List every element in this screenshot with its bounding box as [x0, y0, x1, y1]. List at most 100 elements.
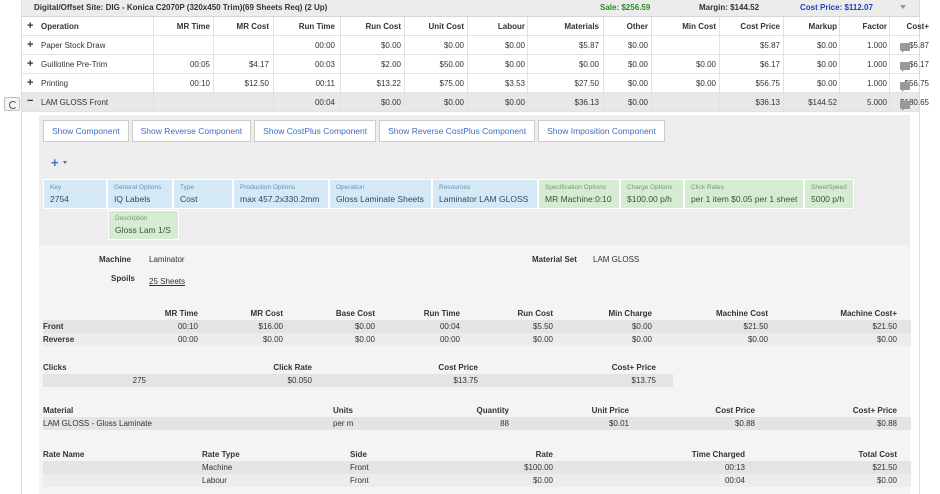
table-row: Machine Front $100.00 00:13 $21.50: [43, 461, 911, 474]
job-cost-panel: Digital/Offset Site: DIG - Konica C2070P…: [21, 0, 929, 494]
collapse-icon[interactable]: −: [27, 95, 34, 107]
column-divider: [527, 17, 528, 112]
options-strip: Key 2754 General Options IQ Labels Type …: [43, 179, 854, 209]
margin-total: Margin: $144.52: [699, 3, 760, 12]
col-header: Unit Price: [591, 406, 629, 415]
cell: $21.50: [743, 322, 768, 331]
spoils-value[interactable]: 25 Sheets: [149, 277, 186, 286]
machine-label: Machine: [99, 255, 132, 264]
option-label: SheetSpeed: [811, 184, 847, 191]
column-divider: [153, 17, 154, 112]
material-set-value: LAM GLOSS: [593, 255, 640, 264]
col-cost-plus: Cost+: [906, 22, 929, 31]
expand-icon[interactable]: +: [27, 58, 34, 70]
machine-value: Laminator: [149, 255, 185, 264]
option-key[interactable]: Key 2754: [43, 179, 107, 209]
col-header: Rate: [535, 450, 553, 459]
component-toolbar: Show Component Show Reverse Component Sh…: [43, 120, 665, 142]
chevron-down-icon[interactable]: [900, 5, 906, 9]
comment-icon[interactable]: [900, 101, 910, 111]
column-divider: [340, 17, 341, 112]
option-general[interactable]: General Options IQ Labels: [107, 179, 173, 209]
column-divider: [213, 17, 214, 112]
option-value: Gloss Laminate Sheets: [336, 194, 424, 204]
col-header: Total Cost: [858, 450, 897, 459]
run-cost: $0.00: [380, 41, 401, 50]
cost-price: $5.87: [759, 41, 780, 50]
column-divider: [889, 17, 890, 112]
option-resources[interactable]: Resources Laminator LAM GLOSS: [432, 179, 538, 209]
expand-all-icon[interactable]: +: [27, 20, 34, 32]
site-title: Digital/Offset Site: DIG - Konica C2070P…: [34, 3, 328, 12]
show-reverse-component-button[interactable]: Show Reverse Component: [131, 120, 252, 142]
mr-cost: $4.17: [248, 60, 269, 69]
option-operation[interactable]: Operation Gloss Laminate Sheets: [329, 179, 432, 209]
option-value: per 1 item $0.05 per 1 sheet: [691, 194, 798, 204]
cell: $0.00: [532, 335, 553, 344]
col-markup: Markup: [808, 22, 837, 31]
cell: $0.01: [608, 419, 629, 428]
show-component-button[interactable]: Show Component: [43, 120, 129, 142]
cell: $0.050: [287, 376, 312, 385]
operation-row[interactable]: + Guillotine Pre-Trim 00:05 $4.17 00:03 …: [22, 55, 929, 74]
option-charge[interactable]: Charge Options $100.00 p/h: [620, 179, 684, 209]
table-row: 275 $0.050 $13.75 $13.75: [43, 374, 673, 387]
operation-row[interactable]: + Paper Stock Draw 00:00 $0.00 $0.00 $0.…: [22, 36, 929, 55]
col-header: Side: [350, 450, 367, 459]
unit-cost: $0.00: [443, 41, 464, 50]
cell: $13.75: [453, 376, 478, 385]
option-label: General Options: [114, 184, 162, 191]
expand-icon[interactable]: +: [27, 77, 34, 89]
cell: $0.00: [354, 335, 375, 344]
table-row: Front 00:10 $16.00 $0.00 00:04 $5.50 $0.…: [43, 320, 911, 333]
component-detail: Machine Laminator Material Set LAM GLOSS…: [39, 245, 911, 494]
column-divider: [839, 17, 840, 112]
col-operation: Operation: [41, 22, 79, 31]
option-description[interactable]: Description Gloss Lam 1/S: [108, 210, 179, 240]
option-value: 5000 p/h: [811, 194, 845, 204]
clicks-table-header: Clicks Click Rate Cost Price Cost+ Price: [43, 361, 911, 374]
option-production[interactable]: Production Options max 457.2x330.2mm: [233, 179, 329, 209]
option-specification[interactable]: Specification Options MR Machine:0:10: [538, 179, 620, 209]
col-header: Machine Cost+: [840, 309, 897, 318]
show-imposition-component-button[interactable]: Show Imposition Component: [538, 120, 665, 142]
cell: Labour: [202, 476, 227, 485]
comment-icon[interactable]: [900, 43, 910, 53]
chevron-down-icon[interactable]: [63, 161, 67, 164]
table-row: Reverse 00:00 $0.00 $0.00 00:00 $0.00 $0…: [43, 333, 911, 346]
cell: $0.00: [532, 476, 553, 485]
show-costplus-component-button[interactable]: Show CostPlus Component: [254, 120, 377, 142]
material-set-label: Material Set: [532, 255, 577, 264]
show-reverse-costplus-component-button[interactable]: Show Reverse CostPlus Component: [379, 120, 536, 142]
option-value: IQ Labels: [114, 194, 151, 204]
site-header-bar[interactable]: Digital/Offset Site: DIG - Konica C2070P…: [22, 0, 919, 17]
markup: $0.00: [816, 79, 837, 88]
option-sheet-speed[interactable]: SheetSpeed 5000 p/h: [804, 179, 854, 209]
spoils-label: Spoils: [111, 274, 136, 283]
col-header: Click Rate: [273, 363, 312, 372]
option-label: Charge Options: [627, 184, 673, 191]
unit-cost: $75.00: [439, 79, 464, 88]
refresh-icon[interactable]: [4, 97, 20, 111]
cell: 00:13: [724, 463, 745, 472]
col-cost-price: Cost Price: [740, 22, 780, 31]
option-label: Production Options: [240, 184, 296, 191]
option-click-rates[interactable]: Click Rates per 1 item $0.05 per 1 sheet: [684, 179, 804, 209]
operation-name: Printing: [41, 79, 69, 88]
col-header: Machine Cost: [715, 309, 768, 318]
sale-total: Sale: $256.59: [600, 3, 651, 12]
expand-icon[interactable]: +: [27, 39, 34, 51]
add-plus-icon[interactable]: +: [51, 155, 59, 170]
comment-icon[interactable]: [900, 82, 910, 92]
option-type[interactable]: Type Cost: [173, 179, 233, 209]
run-time: 00:03: [314, 60, 335, 69]
cell: 00:00: [439, 335, 460, 344]
cell: Machine: [202, 463, 233, 472]
col-mr-time: MR Time: [176, 22, 210, 31]
operation-name: Guillotine Pre-Trim: [41, 60, 108, 69]
option-value: MR Machine:0:10: [545, 194, 612, 204]
comment-icon[interactable]: [900, 62, 910, 72]
operation-row[interactable]: + Printing 00:10 $12.50 00:11 $13.22 $75…: [22, 74, 929, 93]
grid-header-row: + Operation MR Time MR Cost Run Time Run…: [22, 17, 929, 36]
operation-row-selected[interactable]: − LAM GLOSS Front 00:04 $0.00 $0.00 $0.0…: [22, 93, 929, 112]
